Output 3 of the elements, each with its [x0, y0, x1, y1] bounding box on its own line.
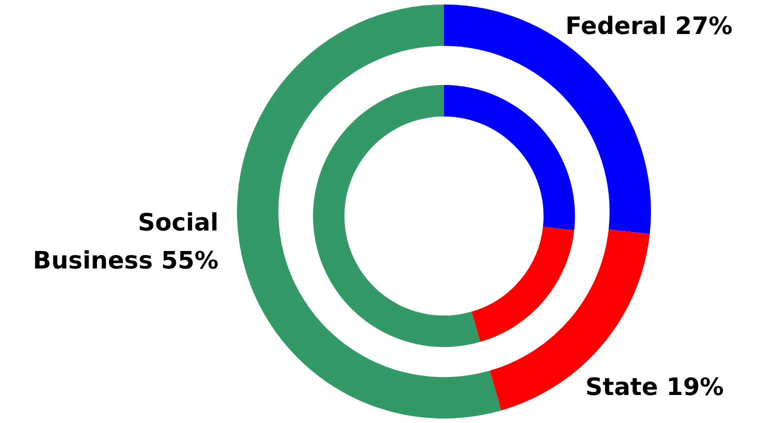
category-label: State 19%: [585, 373, 724, 402]
category-label: Federal 27%: [565, 12, 733, 40]
category-label: Social Business 55%: [32, 208, 219, 274]
